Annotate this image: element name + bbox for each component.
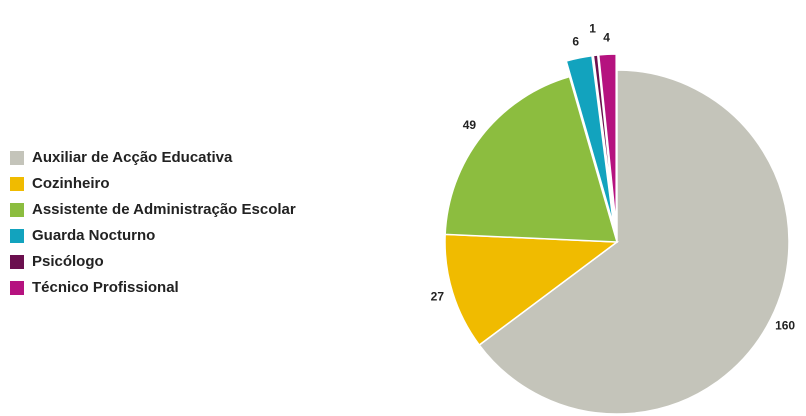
- pie-slice: [478, 69, 790, 415]
- data-label: 4: [603, 30, 610, 44]
- legend-label: Técnico Profissional: [32, 279, 179, 296]
- pie-slice: [444, 233, 620, 347]
- data-label: 49: [463, 118, 477, 132]
- pie-slice: [592, 54, 616, 227]
- pie-slice: [597, 53, 617, 227]
- legend-swatch: [10, 255, 24, 269]
- legend-swatch: [10, 203, 24, 217]
- legend-swatch: [10, 229, 24, 243]
- pie-slice: [444, 75, 619, 243]
- legend-label: Assistente de Administração Escolar: [32, 201, 296, 218]
- legend-swatch: [10, 151, 24, 165]
- legend-label: Psicólogo: [32, 253, 104, 270]
- data-label: 27: [431, 290, 445, 304]
- legend-swatch: [10, 177, 24, 191]
- pie-slice: [565, 54, 615, 227]
- data-label: 6: [572, 34, 579, 48]
- data-label: 1: [589, 22, 596, 36]
- legend-label: Cozinheiro: [32, 175, 110, 192]
- legend-label: Auxiliar de Acção Educativa: [32, 149, 233, 166]
- legend-label: Guarda Nocturno: [32, 227, 155, 244]
- legend-swatch: [10, 281, 24, 295]
- data-label: 160: [775, 318, 795, 332]
